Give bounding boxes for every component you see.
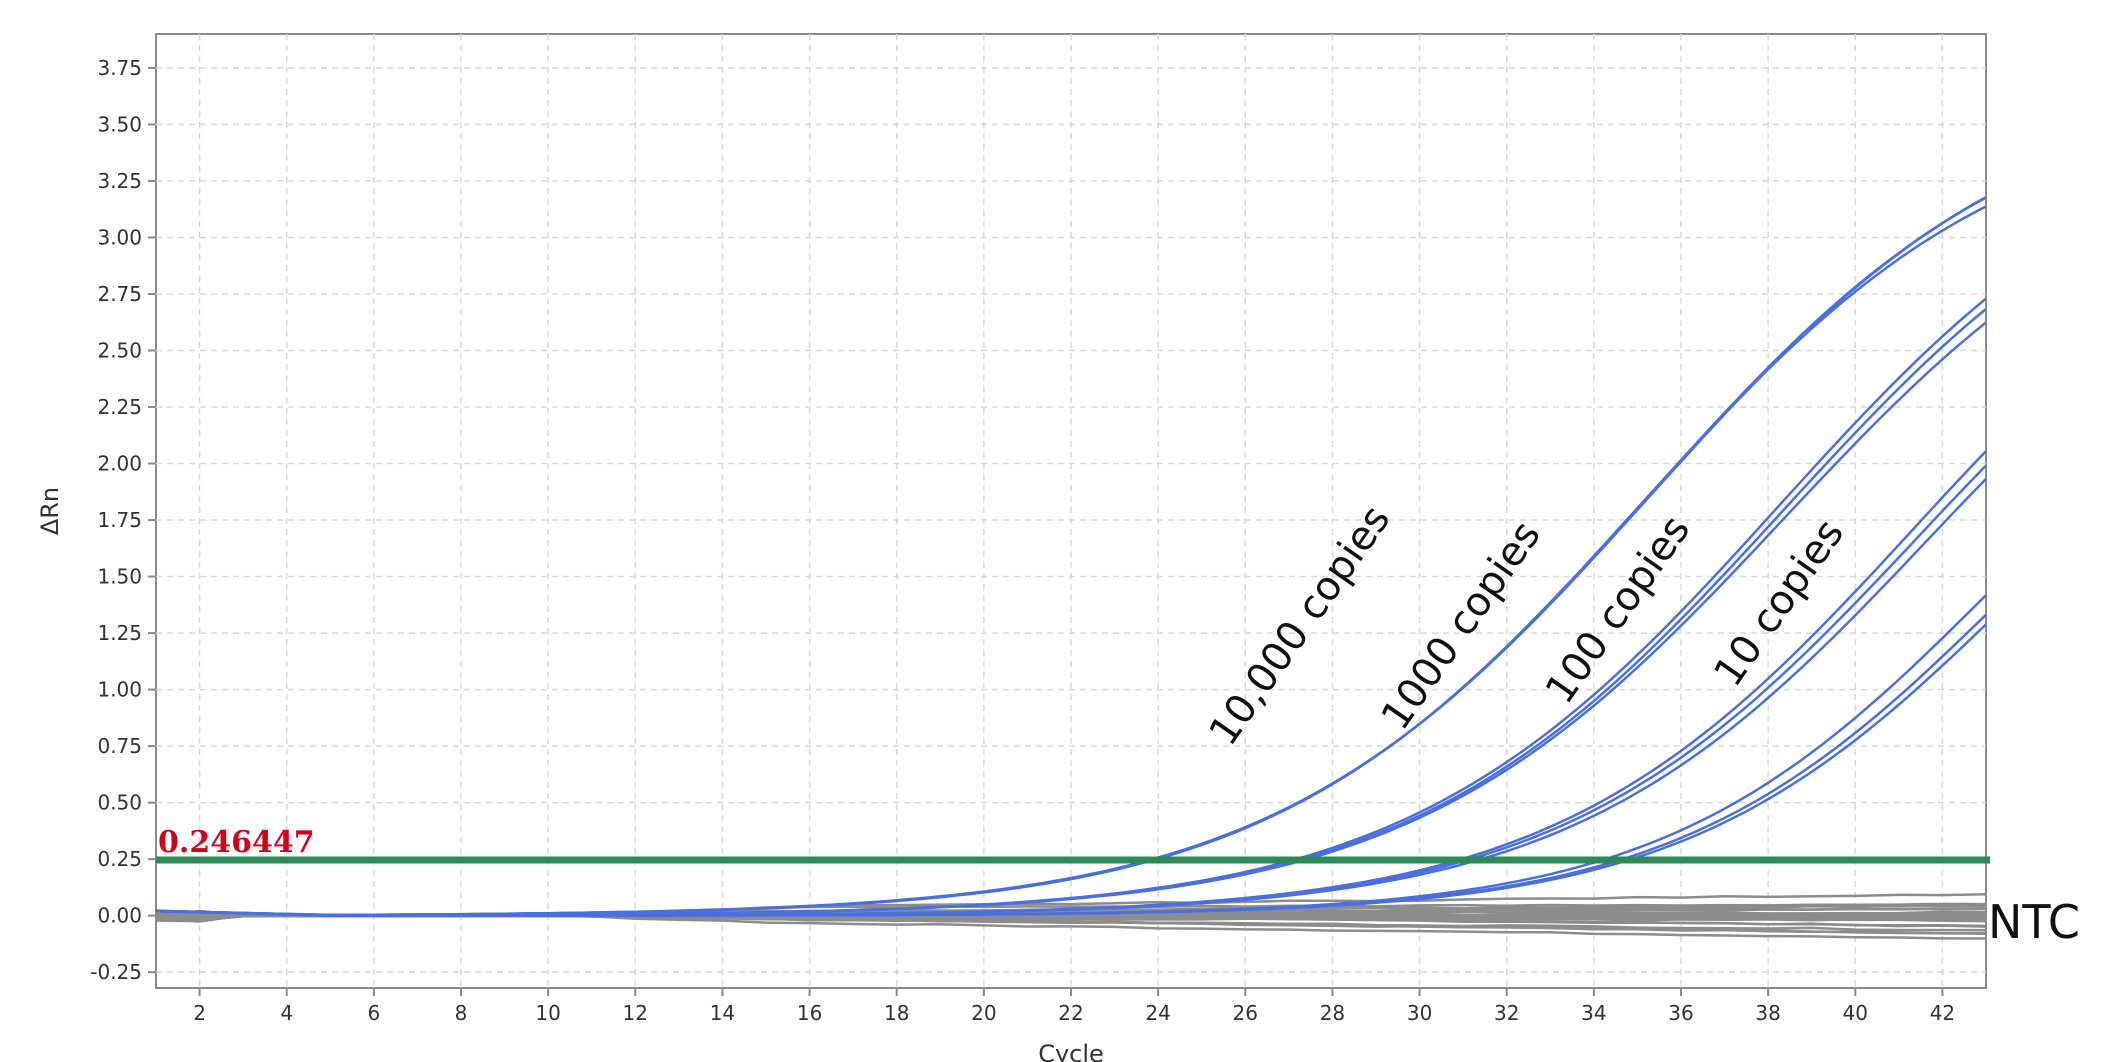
x-tick-label: 30 bbox=[1407, 1001, 1432, 1025]
y-tick-label: 1.50 bbox=[97, 565, 142, 589]
y-axis: 3.75 3.50 3.25 3.00 2.75 2.50 2.25 2.00 1.75 1.50… bbox=[90, 56, 156, 984]
y-tick-label: 2.25 bbox=[97, 395, 142, 419]
x-tick-label: 36 bbox=[1668, 1001, 1693, 1025]
x-tick-label: 2 bbox=[193, 1001, 206, 1025]
x-tick-label: 34 bbox=[1581, 1001, 1606, 1025]
x-tick-label: 42 bbox=[1930, 1001, 1955, 1025]
x-tick-label: 14 bbox=[710, 1001, 735, 1025]
y-tick-label: 0.75 bbox=[97, 734, 142, 758]
x-axis-label: Cycle bbox=[1038, 1040, 1104, 1062]
x-tick-label: 24 bbox=[1145, 1001, 1170, 1025]
amplification-curve bbox=[155, 623, 1987, 917]
x-tick-label: 4 bbox=[280, 1001, 293, 1025]
x-tick-label: 26 bbox=[1233, 1001, 1258, 1025]
y-tick-label: 3.75 bbox=[97, 56, 142, 80]
y-tick-label: 0.00 bbox=[97, 904, 142, 928]
x-tick-label: 28 bbox=[1320, 1001, 1345, 1025]
x-tick-label: 10 bbox=[535, 1001, 560, 1025]
x-tick-label: 18 bbox=[884, 1001, 909, 1025]
y-tick-label: -0.25 bbox=[90, 960, 142, 984]
y-tick-label: 3.25 bbox=[97, 169, 142, 193]
x-tick-label: 20 bbox=[971, 1001, 996, 1025]
x-tick-label: 38 bbox=[1755, 1001, 1780, 1025]
y-tick-label: 1.75 bbox=[97, 508, 142, 532]
y-tick-label: 3.50 bbox=[97, 112, 142, 136]
x-tick-label: 16 bbox=[797, 1001, 822, 1025]
x-tick-label: 12 bbox=[623, 1001, 648, 1025]
y-tick-label: 0.25 bbox=[97, 847, 142, 871]
threshold-label: 0.246447 bbox=[158, 825, 315, 860]
y-tick-label: 1.00 bbox=[97, 678, 142, 702]
amplification-curves bbox=[155, 196, 1987, 917]
y-tick-label: 2.50 bbox=[97, 338, 142, 362]
y-axis-label: ΔRn bbox=[36, 487, 64, 535]
x-tick-label: 6 bbox=[367, 1001, 380, 1025]
y-tick-label: 1.25 bbox=[97, 621, 142, 645]
x-tick-label: 22 bbox=[1058, 1001, 1083, 1025]
x-tick-label: 8 bbox=[455, 1001, 468, 1025]
y-tick-label: 2.00 bbox=[97, 452, 142, 476]
y-tick-label: 3.00 bbox=[97, 225, 142, 249]
y-tick-label: 0.50 bbox=[97, 791, 142, 815]
x-tick-label: 40 bbox=[1843, 1001, 1868, 1025]
y-tick-label: 2.75 bbox=[97, 282, 142, 306]
ntc-label: NTC bbox=[1988, 895, 2080, 949]
x-tick-label: 32 bbox=[1494, 1001, 1519, 1025]
x-axis: 2 4 6 8 10 12 14 16 18 20 22 24 26 28 30 32 34 36 38 40 42 bbox=[193, 988, 1955, 1025]
